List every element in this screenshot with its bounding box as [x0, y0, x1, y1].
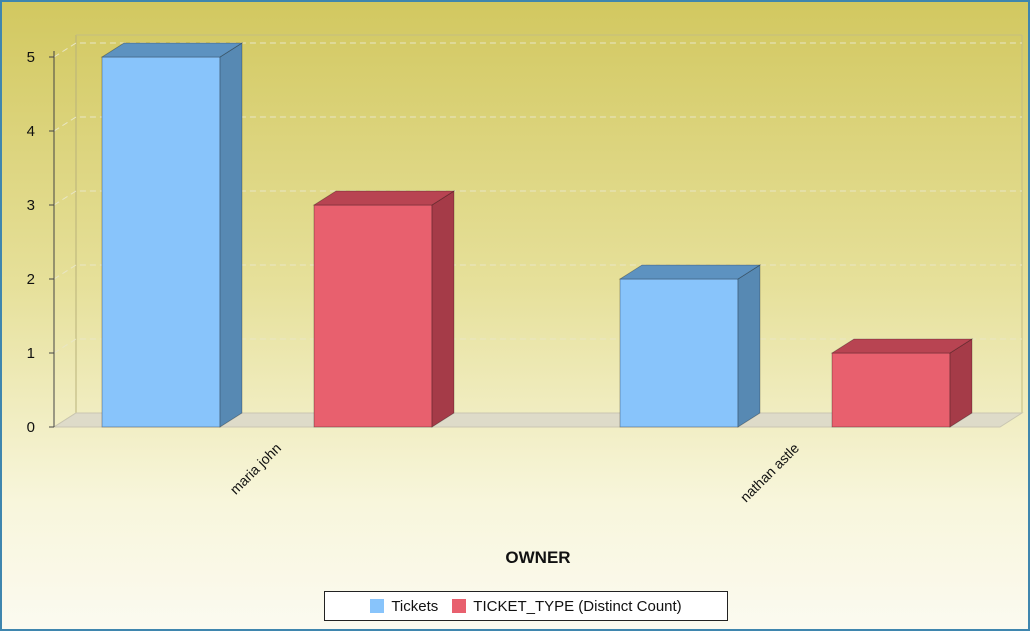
bar	[831, 352, 951, 428]
y-tick-label: 0	[27, 419, 35, 436]
x-axis-labels: maria john nathan astle	[227, 440, 803, 505]
bar	[313, 204, 433, 428]
bar-side	[949, 338, 973, 428]
legend-item-tickets: Tickets	[370, 598, 438, 615]
x-tick-label: maria john	[227, 440, 285, 498]
bar-side	[219, 42, 243, 428]
x-tick-label: nathan astle	[737, 440, 802, 505]
bars-layer	[100, 42, 974, 428]
bar-side	[431, 190, 455, 428]
back-wall-edge	[53, 35, 77, 428]
bar	[619, 278, 739, 428]
legend-label-ticket-type: TICKET_TYPE (Distinct Count)	[473, 597, 682, 615]
bar-top	[312, 190, 456, 206]
y-tick-label: 4	[27, 123, 35, 140]
legend-swatch-ticket-type	[452, 599, 467, 613]
legend-label-tickets: Tickets	[391, 597, 439, 615]
bar-top	[830, 338, 974, 354]
y-tick-label: 2	[27, 271, 35, 288]
y-tick-label: 3	[27, 197, 35, 214]
legend-item-ticket-type: TICKET_TYPE (Distinct Count)	[452, 597, 682, 615]
y-tick-label: 1	[27, 345, 35, 362]
bar-side	[737, 264, 761, 428]
y-tick-label: 5	[27, 49, 35, 66]
bar-top	[100, 42, 244, 58]
legend: Tickets TICKET_TYPE (Distinct Count)	[324, 591, 728, 621]
x-axis-title: OWNER	[505, 548, 570, 567]
legend-swatch-tickets	[370, 599, 385, 613]
y-axis: 0 1 2 3 4 5	[27, 49, 55, 436]
bar	[101, 56, 221, 428]
bar-top	[618, 264, 762, 280]
